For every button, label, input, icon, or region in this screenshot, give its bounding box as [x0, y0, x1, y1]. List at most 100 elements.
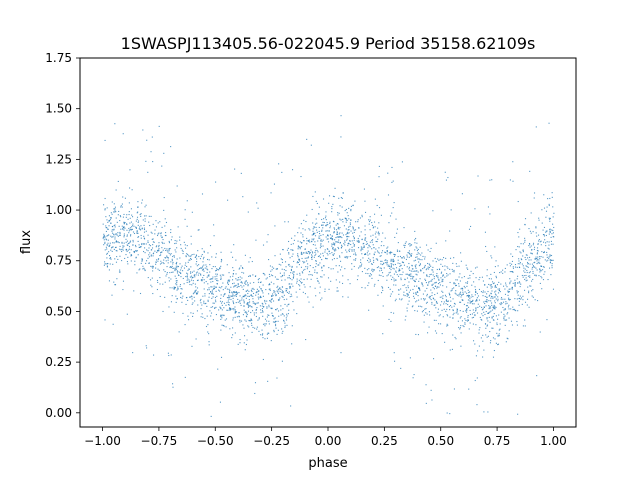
- data-point: [262, 323, 265, 325]
- data-point: [268, 288, 270, 290]
- data-point: [367, 284, 369, 287]
- data-point: [452, 334, 454, 336]
- data-point: [470, 302, 472, 304]
- data-point: [360, 259, 362, 261]
- data-point: [527, 263, 529, 265]
- data-point: [488, 307, 490, 309]
- data-point: [297, 248, 299, 250]
- data-point: [342, 192, 344, 194]
- data-point: [486, 286, 488, 288]
- data-point: [209, 271, 211, 273]
- data-point: [196, 258, 198, 260]
- data-point: [460, 288, 462, 290]
- data-point: [143, 227, 146, 229]
- data-point: [155, 259, 158, 261]
- data-point: [513, 308, 515, 310]
- data-point: [467, 319, 469, 321]
- data-point: [139, 292, 142, 295]
- data-point: [378, 252, 380, 254]
- data-point: [363, 245, 365, 247]
- data-point: [150, 151, 152, 153]
- data-point: [243, 285, 245, 287]
- data-point: [432, 266, 434, 268]
- data-point: [396, 274, 398, 276]
- data-point: [450, 300, 452, 302]
- data-point: [467, 319, 469, 322]
- data-point: [398, 250, 400, 252]
- data-point: [429, 296, 431, 298]
- data-point: [338, 228, 340, 230]
- data-point: [388, 252, 390, 254]
- data-point: [532, 272, 534, 274]
- data-point: [103, 244, 105, 246]
- data-point: [465, 264, 467, 266]
- data-point: [322, 255, 324, 257]
- data-point: [449, 230, 451, 232]
- data-point: [469, 300, 471, 302]
- data-point: [482, 356, 484, 358]
- data-point: [276, 278, 278, 280]
- data-point: [506, 264, 508, 266]
- data-point: [296, 266, 298, 268]
- data-point: [143, 215, 146, 217]
- data-point: [442, 295, 444, 297]
- data-point: [129, 241, 131, 243]
- data-point: [498, 329, 500, 331]
- data-point: [529, 271, 531, 273]
- data-point: [488, 300, 490, 302]
- data-point: [237, 343, 239, 345]
- data-point: [164, 225, 166, 227]
- data-point: [109, 255, 111, 257]
- data-point: [235, 311, 237, 313]
- data-point: [424, 290, 426, 292]
- data-point: [490, 300, 492, 302]
- data-point: [291, 283, 293, 285]
- data-point: [173, 286, 175, 288]
- data-point: [447, 274, 449, 276]
- data-point: [146, 139, 148, 141]
- data-point: [163, 242, 165, 244]
- data-point: [538, 240, 540, 242]
- data-point: [251, 295, 253, 297]
- x-tick-label: 0.25: [371, 434, 398, 448]
- data-point: [439, 268, 441, 271]
- data-point: [312, 228, 314, 230]
- data-point: [409, 243, 411, 245]
- data-point: [133, 290, 135, 292]
- data-point: [415, 333, 417, 336]
- data-point: [262, 292, 264, 294]
- data-point: [516, 320, 518, 323]
- data-point: [541, 277, 543, 279]
- data-point: [449, 296, 451, 298]
- data-point: [160, 235, 162, 237]
- data-point: [524, 256, 526, 259]
- data-point: [391, 181, 393, 183]
- data-point: [535, 226, 537, 228]
- data-point: [212, 276, 214, 278]
- data-point: [407, 274, 410, 276]
- data-point: [456, 310, 458, 312]
- data-point: [432, 260, 434, 262]
- data-point: [494, 284, 496, 286]
- data-point: [497, 300, 499, 302]
- data-point: [266, 320, 268, 322]
- data-point: [512, 255, 514, 258]
- data-point: [505, 303, 507, 305]
- data-point: [388, 265, 391, 267]
- data-point: [291, 279, 293, 281]
- data-point: [389, 215, 392, 217]
- data-point: [530, 212, 532, 214]
- data-point: [276, 377, 278, 379]
- data-point: [194, 276, 196, 278]
- data-point: [318, 206, 320, 208]
- data-point: [425, 402, 427, 404]
- data-point: [301, 253, 303, 255]
- data-point: [241, 277, 243, 279]
- data-point: [468, 228, 471, 230]
- data-point: [233, 244, 235, 246]
- data-point: [231, 337, 233, 339]
- data-point: [548, 256, 550, 258]
- data-point: [281, 171, 283, 173]
- data-point: [225, 286, 227, 288]
- data-point: [361, 271, 363, 273]
